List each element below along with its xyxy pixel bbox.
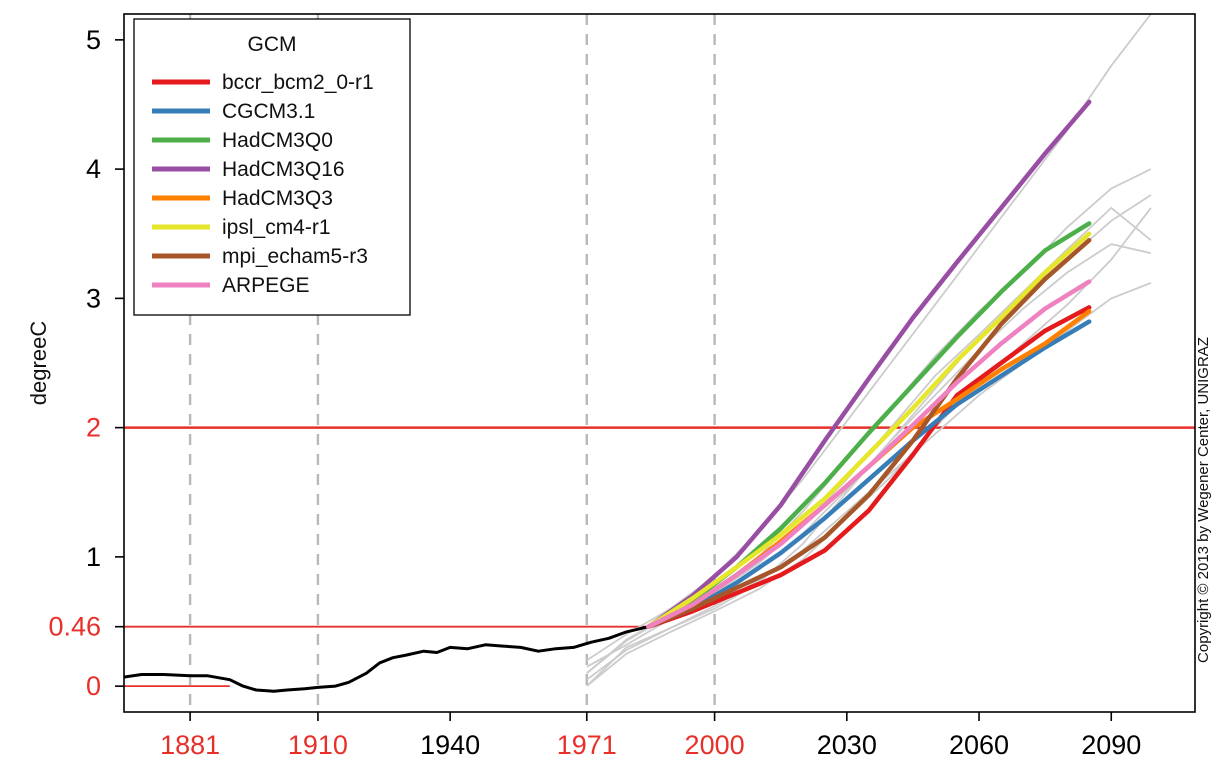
x-tick-label-2090: 2090 bbox=[1081, 730, 1141, 760]
y-tick-label-4: 4 bbox=[86, 154, 101, 184]
legend-label-bccr_bcm2_0-r1: bccr_bcm2_0-r1 bbox=[222, 71, 374, 94]
legend-label-HadCM3Q3: HadCM3Q3 bbox=[222, 187, 333, 210]
series-line-mpi_echam5-r3 bbox=[646, 237, 1092, 629]
y-axis-label: degreeC bbox=[26, 321, 51, 406]
ensemble-line-7 bbox=[586, 206, 1152, 674]
x-tick-label-2000: 2000 bbox=[685, 730, 745, 760]
series-line-bccr_bcm2_0-r1 bbox=[646, 305, 1092, 629]
legend-label-CGCM3.1: CGCM3.1 bbox=[222, 100, 315, 123]
series-line-HadCM3Q16 bbox=[646, 99, 1092, 629]
legend-label-HadCM3Q0: HadCM3Q0 bbox=[222, 129, 333, 152]
series-line-ARPEGE bbox=[646, 279, 1092, 629]
x-tick-label-2060: 2060 bbox=[949, 730, 1009, 760]
axes: 1881 1910 1940 1971 2000 2030 2060 2090 0 0.46 1 2 3… bbox=[48, 25, 1141, 760]
y-tick-label-1: 1 bbox=[86, 542, 101, 572]
model-series bbox=[646, 99, 1092, 629]
plot-frame bbox=[123, 13, 1196, 713]
ensemble-line-2 bbox=[586, 168, 1152, 674]
x-tick-label-2030: 2030 bbox=[817, 730, 877, 760]
y-tick-label-0.46: 0.46 bbox=[48, 612, 101, 642]
y-tick-label-0: 0 bbox=[86, 671, 101, 701]
legend-label-mpi_echam5-r3: mpi_echam5-r3 bbox=[222, 245, 368, 268]
legend: GCM bccr_bcm2_0-r1 CGCM3.1 HadCM3Q0 HadCM3Q… bbox=[133, 18, 411, 316]
x-tick-label-1881: 1881 bbox=[160, 730, 220, 760]
series-line-ipsl_cm4-r1 bbox=[646, 231, 1092, 629]
y-tick-label-3: 3 bbox=[86, 283, 101, 313]
x-tick-label-1971: 1971 bbox=[557, 730, 617, 760]
observed-series bbox=[123, 625, 649, 693]
series-line-CGCM3.1 bbox=[646, 319, 1092, 629]
x-tick-label-1910: 1910 bbox=[288, 730, 348, 760]
legend-title: GCM bbox=[248, 33, 297, 56]
legend-label-HadCM3Q16: HadCM3Q16 bbox=[222, 158, 345, 181]
ensemble-line-4 bbox=[586, 13, 1152, 662]
legend-label-ARPEGE: ARPEGE bbox=[222, 274, 310, 297]
x-tick-label-1940: 1940 bbox=[420, 730, 480, 760]
observed-line bbox=[123, 625, 649, 693]
ensemble-members bbox=[586, 13, 1152, 687]
legend-label-ipsl_cm4-r1: ipsl_cm4-r1 bbox=[222, 216, 331, 239]
y-tick-label-5: 5 bbox=[86, 25, 101, 55]
y-tick-label-2: 2 bbox=[86, 413, 101, 443]
copyright-note: Copyright © 2013 by Wegener Center, UNIG… bbox=[1195, 337, 1212, 663]
